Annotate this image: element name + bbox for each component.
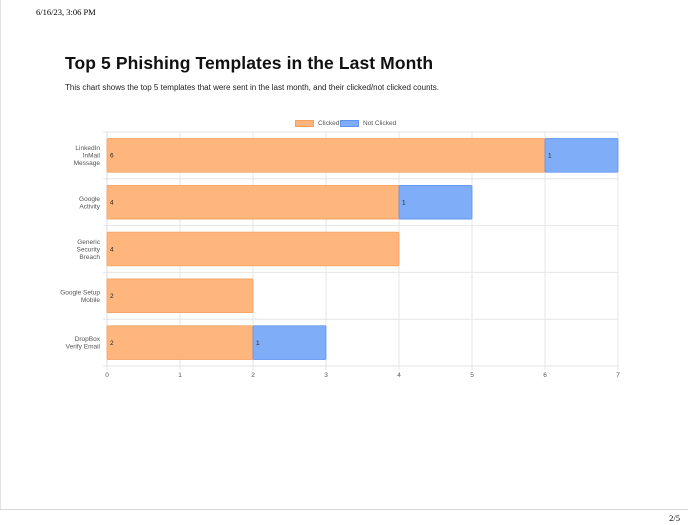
chart-legend: Clicked Not Clicked [0, 120, 688, 132]
x-tick-label: 0 [105, 372, 109, 379]
bar-not-clicked [398, 184, 473, 220]
bar-not-clicked [252, 325, 327, 360]
page-title: Top 5 Phishing Templates in the Last Mon… [65, 53, 434, 73]
bar-clicked [106, 278, 254, 314]
legend-label: Clicked [318, 120, 340, 127]
data-label: 4 [110, 200, 114, 207]
data-label: 1 [548, 153, 552, 160]
bar-clicked [106, 184, 400, 220]
x-tick-label: 2 [251, 372, 255, 379]
print-timestamp: 6/16/23, 3:06 PM [36, 7, 96, 17]
data-label: 1 [402, 200, 406, 207]
page-description: This chart shows the top 5 templates tha… [65, 83, 439, 92]
legend-item[interactable]: Clicked [295, 120, 339, 127]
legend-swatch [340, 120, 359, 127]
page-left-edge [0, 0, 1, 510]
x-tick-label: 3 [324, 372, 328, 379]
bar-not-clicked [544, 138, 619, 173]
y-category-label: LinkedIn InMail Message [74, 145, 101, 167]
data-label: 2 [110, 340, 114, 347]
page-number: 2/5 [669, 513, 680, 523]
legend-swatch [295, 120, 314, 127]
y-category-label: Generic Security Breach [77, 239, 101, 261]
x-tick-label: 5 [470, 372, 474, 379]
y-category-label: DropBox Verify Email [66, 336, 101, 351]
data-label: 1 [256, 340, 260, 347]
y-category-label: Google Setup Mobile [60, 289, 100, 304]
bar-clicked [106, 138, 546, 173]
data-label: 2 [110, 293, 114, 300]
x-tick-label: 6 [543, 372, 547, 379]
page-bottom-edge [0, 509, 688, 510]
data-label: 4 [110, 246, 114, 253]
y-category-label: Google Activity [79, 196, 101, 211]
legend-label: Not Clicked [363, 120, 397, 127]
data-label: 6 [110, 153, 114, 160]
x-tick-label: 1 [178, 372, 182, 379]
x-tick-label: 7 [616, 372, 620, 379]
bar-clicked [106, 231, 400, 267]
bar-clicked [106, 325, 254, 360]
x-tick-label: 4 [397, 372, 401, 379]
legend-item[interactable]: Not Clicked [340, 120, 396, 127]
